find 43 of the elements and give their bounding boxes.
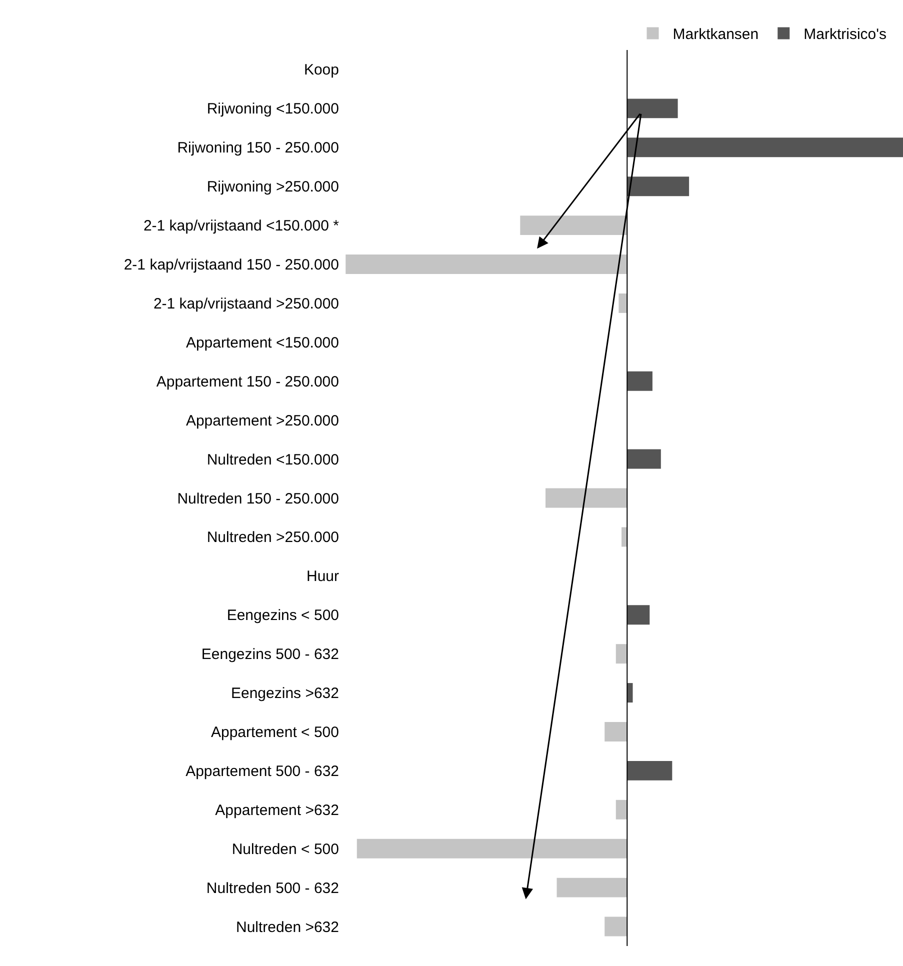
y-tick-label: Nultreden >250.000 (206, 529, 339, 546)
bar (556, 878, 628, 898)
y-tick-label: Rijwoning >250.000 (206, 178, 339, 196)
y-tick-label: Nultreden <150.000 (206, 451, 339, 468)
y-tick-label: Appartement >250.000 (186, 412, 339, 430)
bar (616, 644, 628, 664)
y-tick-label: Nultreden >632 (236, 918, 339, 936)
bar (520, 216, 628, 236)
y-tick-label: Nultreden 500 - 632 (206, 880, 339, 897)
y-tick-label: Appartement >632 (215, 802, 339, 819)
bar (356, 838, 628, 858)
y-tick-label: 2-1 kap/vrijstaand <150.000 * (143, 218, 340, 235)
y-tick-label: 2-1 kap/vrijstaand 150 - 250.000 (124, 256, 339, 274)
bar (627, 176, 690, 196)
y-tick-label: Eengezins 500 - 632 (201, 646, 339, 664)
y-tick-label: 2-1 kap/vrijstaand >250.000 (153, 295, 339, 312)
y-tick-label: Appartement 150 - 250.000 (156, 373, 339, 390)
bar (546, 488, 628, 508)
bar (627, 605, 650, 625)
bar (627, 138, 903, 158)
bar (604, 722, 628, 742)
bar (604, 916, 628, 936)
bar (627, 449, 661, 469)
bar (618, 293, 628, 313)
y-tick-label: Nultreden 150 - 250.000 (177, 490, 339, 508)
y-tick-label: Koop (304, 62, 339, 79)
y-tick-label: Appartement <150.000 (186, 334, 339, 352)
y-tick-label: Rijwoning <150.000 (206, 100, 339, 118)
y-tick-label: Rijwoning 150 - 250.000 (177, 140, 339, 157)
y-tick-label: Eengezins < 500 (226, 607, 339, 624)
legend-label: Marktrisico's (804, 26, 886, 44)
bar (627, 371, 652, 391)
y-tick-label: Huur (306, 568, 339, 586)
bar (616, 800, 628, 820)
y-tick-label: Appartement 500 - 632 (186, 762, 339, 780)
y-tick-label: Eengezins >632 (230, 685, 339, 702)
y-tick-label: Appartement < 500 (210, 724, 339, 741)
bar (627, 683, 633, 703)
bar (346, 254, 628, 274)
legend-label: Marktkansen (672, 26, 759, 44)
bar (627, 98, 678, 118)
bar (627, 760, 672, 780)
y-tick-label: Nultreden < 500 (232, 840, 339, 858)
